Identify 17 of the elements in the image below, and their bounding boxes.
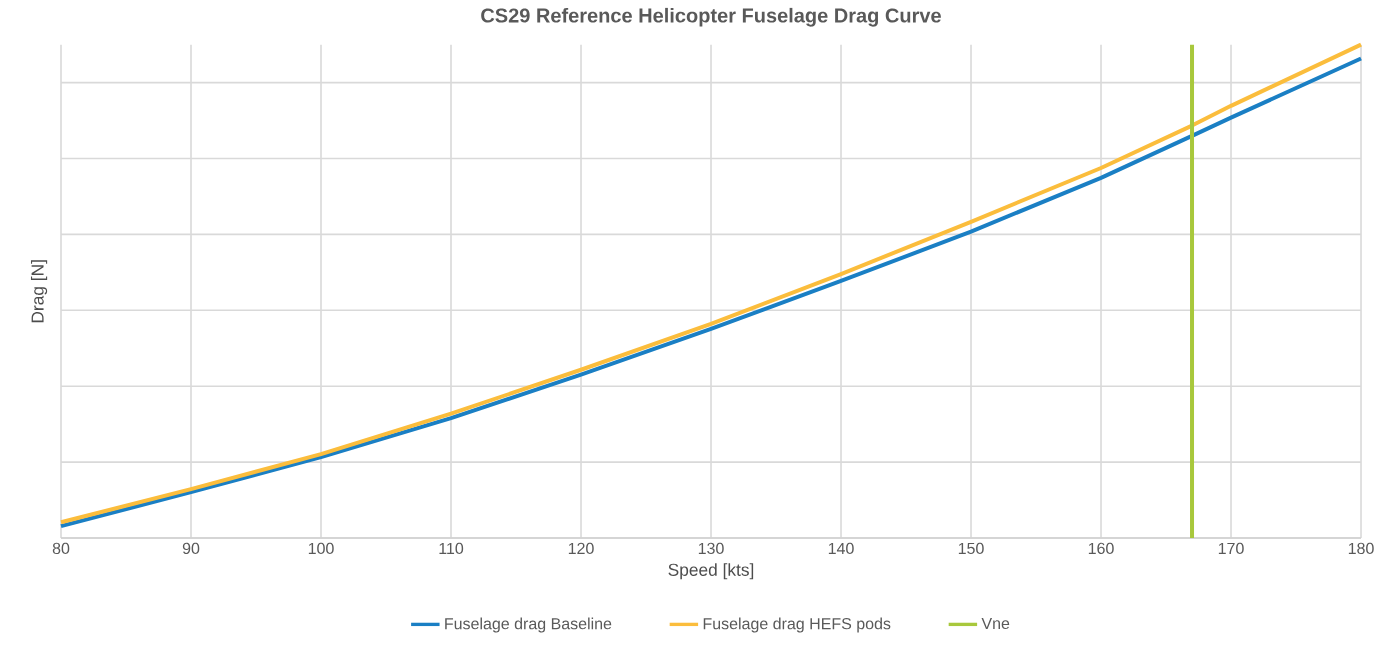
legend-label: Fuselage drag Baseline bbox=[445, 617, 612, 633]
x-tick-label: 150 bbox=[958, 542, 984, 555]
legend-label: Fuselage drag HEFS pods bbox=[703, 617, 891, 633]
x-tick-label: 120 bbox=[568, 542, 594, 555]
x-tick-label: 130 bbox=[698, 542, 724, 555]
x-tick-label: 140 bbox=[828, 542, 854, 555]
x-tick-label: 90 bbox=[182, 542, 200, 555]
x-tick-label: 180 bbox=[1348, 542, 1374, 555]
legend-label: Vne bbox=[981, 617, 1010, 630]
x-tick-label: 80 bbox=[52, 542, 70, 555]
x-tick-label: 160 bbox=[1088, 542, 1114, 555]
x-axis-title: Speed [kts] bbox=[668, 563, 754, 580]
chart-title: CS29 Reference Helicopter Fuselage Drag Curve bbox=[481, 7, 941, 27]
x-tick-label: 100 bbox=[308, 542, 334, 555]
x-tick-label: 110 bbox=[439, 542, 464, 555]
x-tick-label: 170 bbox=[1218, 542, 1244, 555]
y-axis-title: Drag [N] bbox=[30, 260, 48, 323]
